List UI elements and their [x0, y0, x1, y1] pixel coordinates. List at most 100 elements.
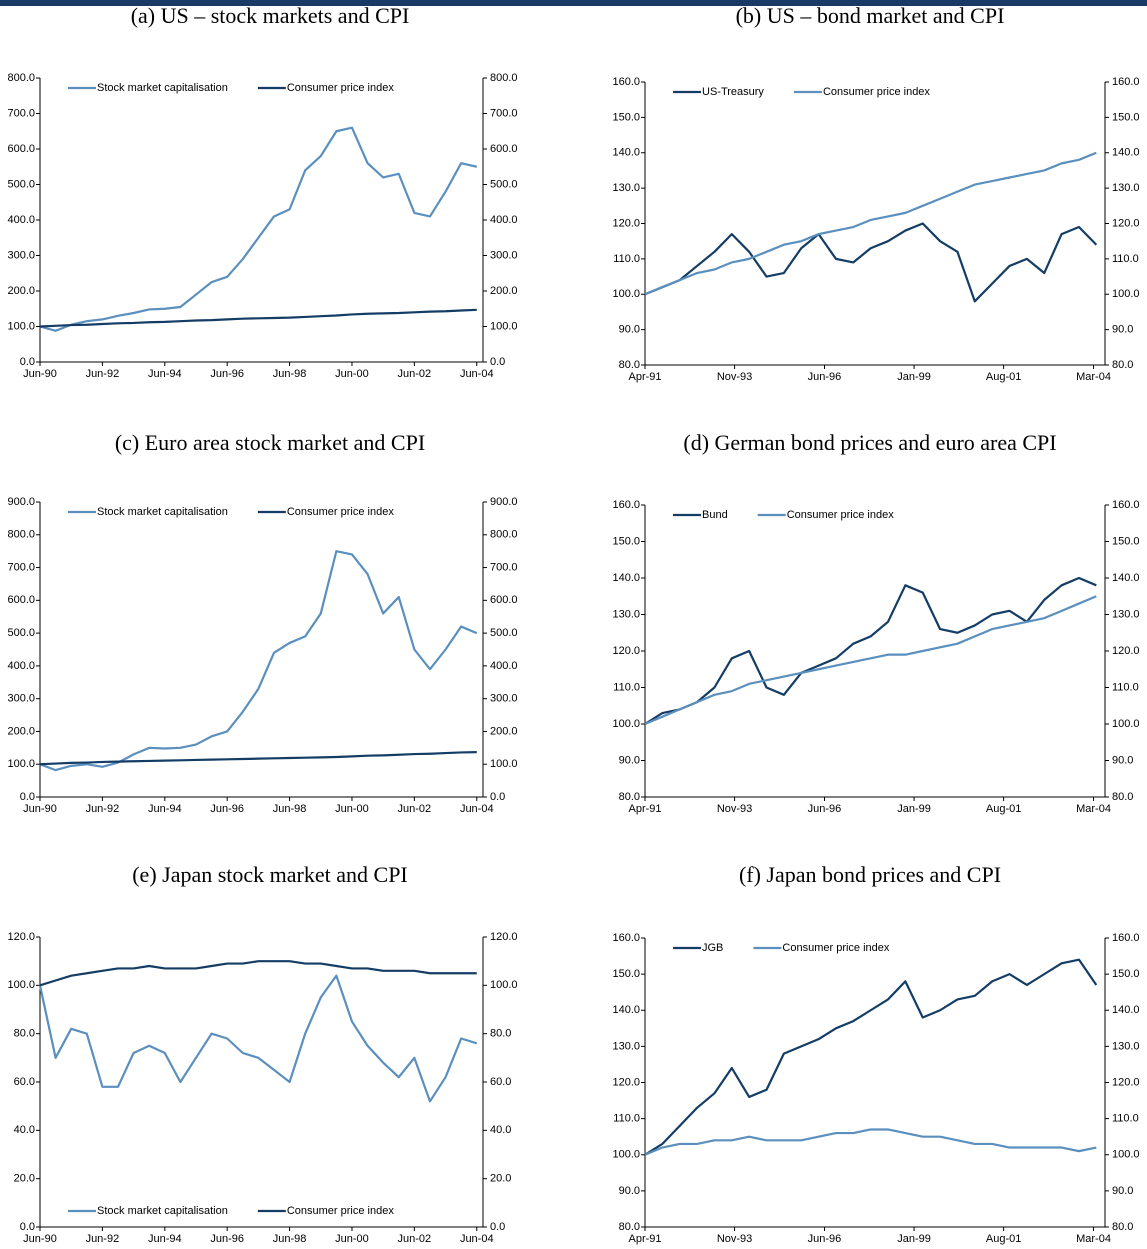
- y-tick-label: 150.0: [612, 968, 640, 980]
- y2-tick-label: 100.0: [1112, 1149, 1140, 1161]
- y-tick-label: 80.0: [619, 1221, 640, 1233]
- y2-tick-label: 80.0: [1112, 359, 1133, 371]
- line-series: [644, 222, 1098, 303]
- y-tick-label: 140.0: [612, 1004, 640, 1016]
- y2-tick-label: 0.0: [490, 1221, 505, 1233]
- y2-tick-label: 120.0: [1112, 217, 1140, 229]
- y2-tick-label: 130.0: [1112, 1040, 1140, 1052]
- x-tick-label: Jun-94: [148, 803, 182, 815]
- y2-tick-label: 110.0: [1112, 253, 1139, 265]
- y2-tick-label: 90.0: [1112, 324, 1133, 336]
- legend-label: Stock market capitalisation: [97, 1205, 228, 1217]
- y-tick-label: 140.0: [612, 147, 640, 159]
- y2-tick-label: 160.0: [1112, 76, 1140, 88]
- y-tick-label: 200.0: [7, 285, 35, 297]
- y-tick-label: 100.0: [612, 288, 640, 300]
- x-tick-label: Aug-01: [986, 803, 1021, 815]
- y-tick-label: 120.0: [612, 217, 640, 229]
- y-tick-label: 300.0: [7, 693, 35, 705]
- x-tick-label: Jun-00: [335, 368, 369, 380]
- y2-tick-label: 140.0: [1112, 572, 1140, 584]
- y-tick-label: 160.0: [612, 499, 640, 511]
- x-tick-label: Jun-96: [210, 803, 244, 815]
- y-tick-label: 60.0: [14, 1076, 35, 1088]
- y2-tick-label: 90.0: [1112, 1185, 1133, 1197]
- y-tick-label: 150.0: [612, 535, 640, 547]
- y2-tick-label: 100.0: [1112, 718, 1140, 730]
- y-tick-label: 700.0: [7, 107, 35, 119]
- chart-title: (b) US – bond market and CPI: [736, 3, 1005, 28]
- y2-tick-label: 150.0: [1112, 535, 1140, 547]
- y2-tick-label: 700.0: [490, 107, 518, 119]
- y2-tick-label: 60.0: [490, 1076, 511, 1088]
- x-tick-label: Jun-98: [273, 368, 307, 380]
- chart-title: (e) Japan stock market and CPI: [132, 862, 408, 887]
- legend-label: Consumer price index: [823, 86, 930, 98]
- legend-label: Bund: [702, 509, 728, 521]
- y-tick-label: 600.0: [7, 594, 35, 606]
- y-tick-label: 500.0: [7, 627, 35, 639]
- top-bar: [0, 0, 1147, 6]
- x-tick-label: Jun-02: [398, 1233, 432, 1245]
- y2-tick-label: 80.0: [1112, 1221, 1133, 1233]
- x-tick-label: Jun-04: [460, 803, 494, 815]
- x-tick-label: Jun-92: [86, 1233, 120, 1245]
- legend-label: JGB: [702, 942, 723, 954]
- y2-tick-label: 600.0: [490, 143, 518, 155]
- x-tick-label: Jun-98: [273, 1233, 307, 1245]
- y2-tick-label: 120.0: [490, 931, 518, 943]
- y2-tick-label: 800.0: [490, 72, 518, 84]
- y-tick-label: 130.0: [612, 1040, 640, 1052]
- legend-label: Stock market capitalisation: [97, 506, 228, 518]
- y2-tick-label: 400.0: [490, 660, 518, 672]
- y2-tick-label: 140.0: [1112, 1004, 1140, 1016]
- chart-title: (a) US – stock markets and CPI: [131, 3, 410, 28]
- y-tick-label: 900.0: [7, 496, 35, 508]
- y-tick-label: 500.0: [7, 178, 35, 190]
- x-tick-label: Jun-90: [23, 803, 57, 815]
- y-tick-label: 120.0: [612, 1076, 640, 1088]
- y2-tick-label: 120.0: [1112, 645, 1140, 657]
- line-series: [39, 960, 477, 987]
- line-series: [38, 974, 478, 1103]
- x-tick-label: Jun-04: [460, 368, 494, 380]
- y-tick-label: 130.0: [612, 608, 640, 620]
- y2-tick-label: 80.0: [490, 1028, 511, 1040]
- x-tick-label: Jun-96: [808, 803, 842, 815]
- y-tick-label: 100.0: [612, 718, 640, 730]
- x-tick-label: Nov-93: [717, 803, 752, 815]
- y-tick-label: 700.0: [7, 561, 35, 573]
- x-tick-label: Jun-02: [398, 368, 432, 380]
- x-tick-label: Jun-90: [23, 1233, 57, 1245]
- y2-tick-label: 80.0: [1112, 791, 1133, 803]
- line-series: [644, 1128, 1097, 1156]
- y-tick-label: 300.0: [7, 249, 35, 261]
- y-tick-label: 160.0: [612, 932, 640, 944]
- y2-tick-label: 100.0: [1112, 288, 1140, 300]
- y-tick-label: 160.0: [612, 76, 640, 88]
- x-tick-label: Jun-98: [273, 803, 307, 815]
- x-tick-label: Nov-93: [717, 1233, 752, 1245]
- x-tick-label: Jun-96: [210, 1233, 244, 1245]
- x-tick-label: Jun-04: [460, 1233, 494, 1245]
- y2-tick-label: 200.0: [490, 285, 518, 297]
- y2-tick-label: 110.0: [1112, 681, 1139, 693]
- legend-label: Consumer price index: [782, 942, 889, 954]
- y-tick-label: 80.0: [619, 791, 640, 803]
- legend-label: Consumer price index: [787, 509, 894, 521]
- y-tick-label: 800.0: [7, 529, 35, 541]
- y2-tick-label: 100.0: [490, 320, 518, 332]
- y-tick-label: 80.0: [14, 1028, 35, 1040]
- line-series: [39, 550, 478, 772]
- y-tick-label: 80.0: [619, 359, 640, 371]
- x-tick-label: Jan-99: [897, 1233, 931, 1245]
- y2-tick-label: 40.0: [490, 1124, 511, 1136]
- x-tick-label: Jan-99: [897, 803, 931, 815]
- y2-tick-label: 160.0: [1112, 499, 1140, 511]
- x-tick-label: Jan-99: [897, 371, 931, 383]
- x-tick-label: Nov-93: [717, 371, 752, 383]
- y-tick-label: 400.0: [7, 214, 35, 226]
- y-tick-label: 110.0: [613, 1113, 640, 1125]
- y-tick-label: 100.0: [7, 758, 35, 770]
- x-tick-label: Jun-96: [808, 1233, 842, 1245]
